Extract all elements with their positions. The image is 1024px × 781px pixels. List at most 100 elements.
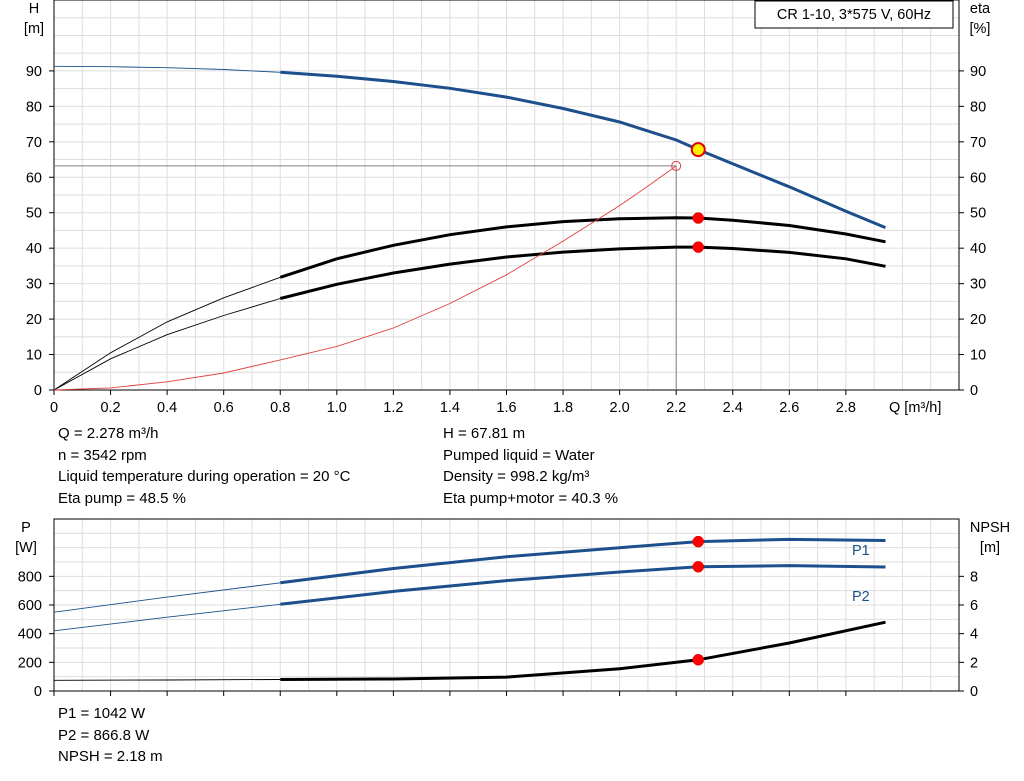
y2-label-npsh-unit: [m]: [980, 540, 1000, 556]
x-tick-label: 2.4: [723, 400, 743, 416]
x-axis-label: Q [m³/h]: [889, 400, 941, 416]
series-2-thin: [53, 298, 281, 391]
info-p2: P2 = 866.8 W: [58, 726, 150, 744]
y2-tick-label: 50: [970, 206, 986, 222]
y2-tick-label: 2: [970, 655, 978, 671]
y-tick-label: 70: [26, 135, 42, 151]
bottom-series: [53, 537, 886, 681]
y-label-p-unit: [W]: [15, 540, 37, 556]
series-p0-thin: [53, 582, 281, 613]
x-tick-label: 1.2: [383, 400, 403, 416]
x-tick-label: 0.8: [270, 400, 290, 416]
y-tick-label: 400: [18, 627, 42, 643]
info-density: Density = 998.2 kg/m³: [443, 468, 590, 485]
y2-tick-label: 40: [970, 241, 986, 257]
x-tick-label: 1.0: [327, 400, 347, 416]
y-tick-label: 0: [34, 383, 42, 399]
series-p1-thin: [53, 603, 281, 632]
info-block-bottom: P1 = 1042 W P2 = 866.8 W NPSH = 2.18 m: [58, 703, 163, 768]
x-tick-label: 1.4: [440, 400, 460, 416]
series-3-line: [53, 165, 677, 391]
y2-tick-label: 0: [970, 383, 978, 399]
series-0-thin: [53, 65, 281, 73]
bottom-markers: [692, 535, 704, 666]
operating-point-marker: [692, 654, 704, 666]
series-p2-line: [280, 620, 886, 681]
info-speed: n = 3542 rpm: [58, 446, 147, 464]
info-pumped-liquid: Pumped liquid = Water: [443, 446, 595, 464]
y-tick-label: 200: [18, 655, 42, 671]
operating-point-marker: [692, 241, 704, 253]
top-axis-ticks: 0 0.2 0.4 0.6 0.8 1.0 1.2 1.4 1.6 1.8 2.0 2.2 2.4 2.6…: [26, 64, 986, 416]
x-tick-label: 0.6: [214, 400, 234, 416]
info-p1: P1 = 1042 W: [58, 705, 146, 722]
series-p1-line: [280, 564, 886, 606]
operating-point-marker: [692, 561, 704, 573]
operating-guide-lines: [54, 165, 677, 390]
y2-tick-label: 90: [970, 64, 986, 80]
y-tick-label: 90: [26, 64, 42, 80]
info-eta-pump: Eta pump = 48.5 %: [58, 489, 186, 507]
top-grid: [54, 0, 959, 390]
x-tick-label: 2.8: [836, 400, 856, 416]
y2-tick-label: 80: [970, 99, 986, 115]
x-tick-label: 1.6: [496, 400, 516, 416]
chart-title: CR 1-10, 3*575 V, 60Hz: [777, 7, 931, 23]
y-tick-label: 600: [18, 598, 42, 614]
duty-point-marker: [690, 142, 706, 158]
info-block-left: Q = 2.278 m³/h n = 3542 rpm Liquid tempe…: [58, 423, 350, 509]
x-tick-label: 2.2: [666, 400, 686, 416]
y-tick-label: 80: [26, 99, 42, 115]
efficiency-point-marker: [671, 160, 682, 171]
y2-tick-label: 60: [970, 170, 986, 186]
y2-tick-label: 6: [970, 598, 978, 614]
info-block-right: H = 67.81 m Pumped liquid = Water Densit…: [443, 423, 618, 509]
info-flow: Q = 2.278 m³/h: [58, 425, 159, 442]
x-tick-label: 2.0: [610, 400, 630, 416]
y2-label-npsh: NPSH: [970, 520, 1010, 536]
y2-tick-label: 20: [970, 312, 986, 328]
bottom-axis-ticks: 0 200 400 600 800 0 2 4 6 8: [18, 569, 978, 700]
y-tick-label: 20: [26, 312, 42, 328]
top-markers: [671, 142, 706, 253]
operating-point-marker: [692, 535, 704, 548]
y-label-h-unit: [m]: [24, 21, 44, 37]
legend-label-p1: P1: [852, 543, 870, 559]
y2-tick-label: 0: [970, 684, 978, 700]
info-eta-total: Eta pump+motor = 40.3 %: [443, 489, 619, 507]
y-tick-label: 0: [34, 684, 42, 700]
y-tick-label: 60: [26, 170, 42, 186]
y2-label-eta: eta: [970, 1, 991, 17]
bottom-grid: [54, 519, 959, 691]
info-liquid-temperature: Liquid temperature during operation = 20…: [58, 468, 351, 485]
series-p0-line: [280, 537, 886, 585]
y2-tick-label: 8: [970, 569, 978, 585]
y-label-h: H: [29, 1, 39, 17]
series-2-line: [279, 245, 886, 300]
y2-label-eta-unit: [%]: [970, 21, 991, 37]
y2-tick-label: 4: [970, 627, 978, 643]
y-tick-label: 50: [26, 206, 42, 222]
legend-label-p2: P2: [852, 589, 870, 605]
series-p2-thin: [53, 679, 281, 681]
y2-tick-label: 30: [970, 277, 986, 293]
x-tick-label: 2.6: [779, 400, 799, 416]
y2-tick-label: 10: [970, 348, 986, 364]
info-head: H = 67.81 m: [443, 425, 526, 442]
series-1-line: [279, 216, 886, 279]
title-box: [754, 0, 954, 29]
x-tick-label: 0: [50, 400, 58, 416]
series-1-thin: [53, 276, 281, 391]
series-0-line: [280, 70, 887, 229]
x-tick-label: 0.2: [100, 400, 120, 416]
y2-tick-label: 70: [970, 135, 986, 151]
top-series: [53, 65, 887, 391]
operating-point-marker: [692, 212, 704, 224]
x-tick-label: 1.8: [553, 400, 573, 416]
y-tick-label: 10: [26, 348, 42, 364]
x-tick-label: 0.4: [157, 400, 177, 416]
y-tick-label: 40: [26, 241, 42, 257]
info-npsh: NPSH = 2.18 m: [58, 748, 163, 765]
y-label-p: P: [21, 520, 31, 536]
